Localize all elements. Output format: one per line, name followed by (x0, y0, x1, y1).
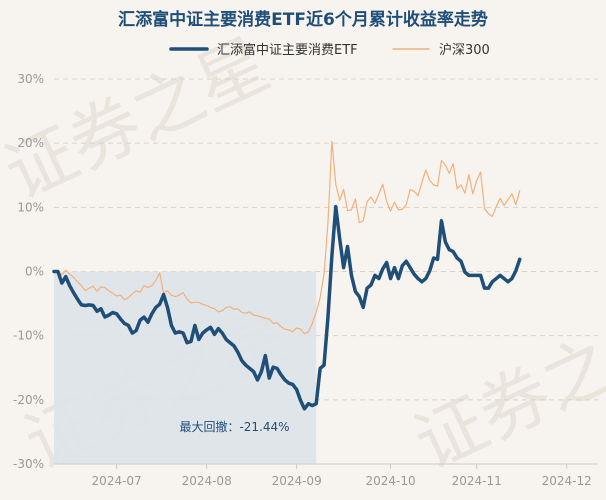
y-tick-label: 20% (17, 136, 44, 150)
y-tick-label: 30% (17, 72, 44, 86)
legend-item-hs300: 沪深300 (392, 42, 490, 58)
legend-item-etf: 汇添富中证主要消费ETF (169, 42, 358, 58)
y-axis: 30% 20% 10% 0% -10% -20% -30% (13, 72, 44, 471)
x-tick-label: 2024-10 (366, 474, 416, 488)
legend: 汇添富中证主要消费ETF 沪深300 (169, 42, 490, 58)
chart-title: 汇添富中证主要消费ETF近6个月累计收益率走势 (118, 9, 488, 30)
x-tick-label: 2024-07 (92, 474, 142, 488)
x-tick-label: 2024-12 (542, 474, 592, 488)
max-drawdown-label: 最大回撤：-21.44% (179, 419, 289, 434)
legend-label: 汇添富中证主要消费ETF (217, 42, 358, 58)
legend-label: 沪深300 (439, 42, 490, 58)
y-tick-label: -20% (13, 393, 44, 407)
series-layer (52, 140, 522, 411)
series-line-hs300 (53, 140, 521, 335)
y-tick-label: 0% (25, 265, 44, 279)
x-axis: 2024-07 2024-08 2024-09 2024-10 2024-11 2024-… (54, 463, 598, 488)
y-tick-label: -10% (13, 329, 44, 343)
y-tick-label: 10% (17, 200, 44, 214)
series-line-etf (52, 204, 522, 411)
x-tick-label: 2024-08 (182, 474, 232, 488)
x-tick-label: 2024-09 (272, 474, 322, 488)
y-tick-label: -30% (13, 457, 44, 471)
x-tick-label: 2024-11 (452, 474, 502, 488)
watermark-text: 证券之星 (403, 293, 606, 486)
